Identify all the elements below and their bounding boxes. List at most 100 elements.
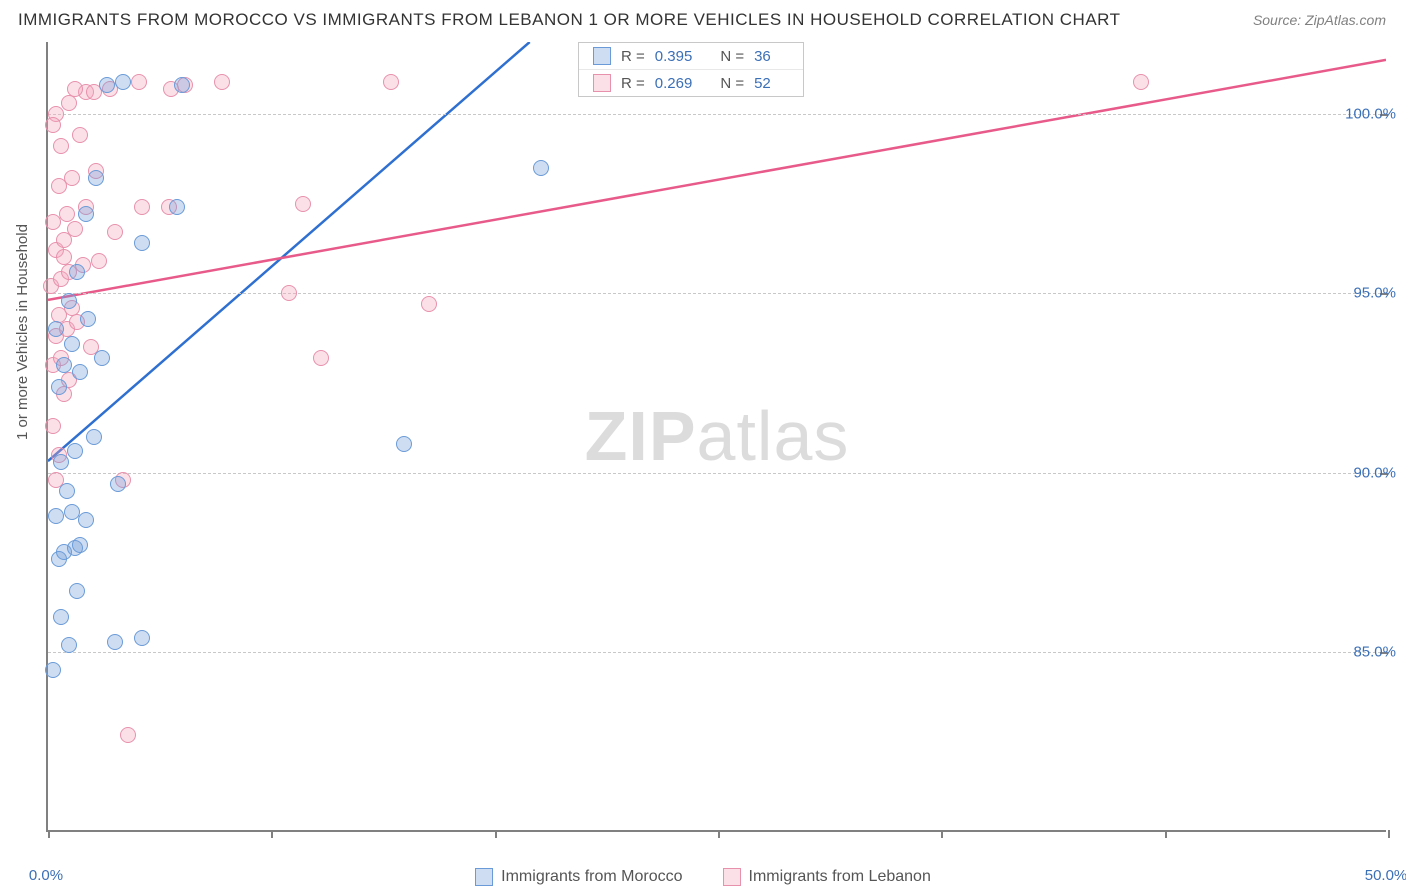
- data-point: [69, 583, 85, 599]
- legend-swatch: [593, 74, 611, 92]
- r-value: 0.269: [655, 75, 693, 92]
- data-point: [53, 609, 69, 625]
- legend-swatch: [593, 47, 611, 65]
- data-point: [134, 199, 150, 215]
- data-point: [61, 637, 77, 653]
- data-point: [48, 321, 64, 337]
- data-point: [69, 264, 85, 280]
- data-point: [88, 170, 104, 186]
- correlation-legend: R = 0.395 N = 36 R = 0.269 N = 52: [578, 42, 804, 97]
- data-point: [396, 436, 412, 452]
- data-point: [78, 206, 94, 222]
- data-point: [67, 443, 83, 459]
- x-tick-label: 0.0%: [29, 867, 63, 884]
- data-point: [86, 429, 102, 445]
- data-point: [110, 476, 126, 492]
- x-tick: [1388, 830, 1390, 838]
- data-point: [295, 196, 311, 212]
- data-point: [91, 253, 107, 269]
- data-point: [214, 74, 230, 90]
- source-label: Source: ZipAtlas.com: [1253, 12, 1386, 28]
- data-point: [78, 512, 94, 528]
- n-value: 52: [754, 75, 771, 92]
- x-tick-label: 50.0%: [1365, 867, 1406, 884]
- data-point: [56, 249, 72, 265]
- chart-title: IMMIGRANTS FROM MOROCCO VS IMMIGRANTS FR…: [18, 10, 1121, 30]
- data-point: [64, 336, 80, 352]
- data-point: [134, 235, 150, 251]
- data-point: [61, 293, 77, 309]
- data-point: [115, 74, 131, 90]
- data-point: [281, 285, 297, 301]
- r-value: 0.395: [655, 48, 693, 65]
- watermark: ZIPatlas: [585, 396, 850, 476]
- y-axis-title: 1 or more Vehicles in Household: [14, 224, 31, 440]
- data-point: [51, 379, 67, 395]
- plot-area: ZIPatlas R = 0.395 N = 36 R = 0.269 N = 52: [46, 42, 1386, 832]
- legend-swatch: [475, 868, 493, 886]
- watermark-rest: atlas: [697, 397, 850, 475]
- gridline: [48, 293, 1386, 294]
- data-point: [67, 221, 83, 237]
- data-point: [313, 350, 329, 366]
- watermark-bold: ZIP: [585, 397, 697, 475]
- data-point: [72, 364, 88, 380]
- y-tick-label: 100.0%: [1345, 105, 1396, 122]
- r-label: R =: [621, 75, 645, 92]
- bottom-legend: Immigrants from Morocco Immigrants from L…: [0, 868, 1406, 886]
- data-point: [67, 81, 83, 97]
- data-point: [56, 357, 72, 373]
- legend-swatch: [723, 868, 741, 886]
- legend-item: Immigrants from Lebanon: [723, 868, 931, 886]
- data-point: [53, 454, 69, 470]
- x-tick: [1165, 830, 1167, 838]
- correlation-legend-row: R = 0.395 N = 36: [579, 43, 803, 69]
- gridline: [48, 652, 1386, 653]
- data-point: [59, 206, 75, 222]
- data-point: [533, 160, 549, 176]
- data-point: [64, 170, 80, 186]
- legend-label: Immigrants from Morocco: [501, 868, 682, 886]
- gridline: [48, 473, 1386, 474]
- data-point: [120, 727, 136, 743]
- y-tick-label: 85.0%: [1353, 644, 1396, 661]
- x-tick: [718, 830, 720, 838]
- data-point: [131, 74, 147, 90]
- x-tick: [495, 830, 497, 838]
- data-point: [45, 662, 61, 678]
- data-point: [61, 95, 77, 111]
- n-label: N =: [720, 75, 744, 92]
- correlation-legend-row: R = 0.269 N = 52: [579, 69, 803, 96]
- data-point: [383, 74, 399, 90]
- data-point: [72, 127, 88, 143]
- data-point: [94, 350, 110, 366]
- data-point: [107, 634, 123, 650]
- x-tick: [48, 830, 50, 838]
- legend-item: Immigrants from Morocco: [475, 868, 682, 886]
- data-point: [72, 537, 88, 553]
- data-point: [174, 77, 190, 93]
- x-tick: [941, 830, 943, 838]
- data-point: [99, 77, 115, 93]
- data-point: [107, 224, 123, 240]
- data-point: [169, 199, 185, 215]
- data-point: [421, 296, 437, 312]
- data-point: [45, 117, 61, 133]
- y-tick-label: 90.0%: [1353, 464, 1396, 481]
- y-tick-label: 95.0%: [1353, 285, 1396, 302]
- x-tick: [271, 830, 273, 838]
- legend-label: Immigrants from Lebanon: [749, 868, 931, 886]
- data-point: [59, 483, 75, 499]
- data-point: [134, 630, 150, 646]
- trend-line: [48, 42, 530, 461]
- data-point: [53, 138, 69, 154]
- r-label: R =: [621, 48, 645, 65]
- data-point: [80, 311, 96, 327]
- trend-lines-svg: [48, 42, 1386, 830]
- n-label: N =: [720, 48, 744, 65]
- data-point: [45, 418, 61, 434]
- data-point: [1133, 74, 1149, 90]
- n-value: 36: [754, 48, 771, 65]
- gridline: [48, 114, 1386, 115]
- data-point: [48, 508, 64, 524]
